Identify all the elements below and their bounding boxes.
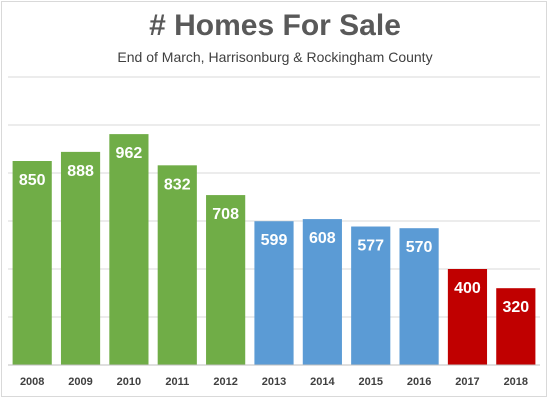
x-tick-2018: 2018 xyxy=(504,376,528,388)
x-tick-2017: 2017 xyxy=(455,376,479,388)
x-tick-2011: 2011 xyxy=(165,376,189,388)
data-label-2008: 850 xyxy=(19,172,46,189)
data-label-2014: 608 xyxy=(309,230,336,247)
data-labels: 850 888 962 832 708 599 608 577 570 400 320 xyxy=(19,145,529,316)
bar-2014 xyxy=(302,219,342,365)
bar-2015 xyxy=(351,226,391,365)
x-tick-labels: 2008 2009 2010 2011 2012 2013 2014 2015 2016 2017… xyxy=(20,376,528,388)
x-tick-2013: 2013 xyxy=(262,376,286,388)
x-tick-2015: 2015 xyxy=(358,376,382,388)
bar-2010 xyxy=(109,134,149,365)
x-tick-2012: 2012 xyxy=(213,376,237,388)
bar-2013 xyxy=(254,221,294,365)
bars xyxy=(12,134,536,365)
data-label-2012: 708 xyxy=(212,206,239,223)
bar-2016 xyxy=(399,228,439,365)
chart-title: # Homes For Sale xyxy=(149,9,401,42)
bar-2018 xyxy=(496,288,536,365)
bar-2017 xyxy=(447,269,488,365)
x-tick-2016: 2016 xyxy=(407,376,431,388)
data-label-2016: 570 xyxy=(406,239,433,256)
x-tick-2014: 2014 xyxy=(310,376,335,388)
bar-2011 xyxy=(157,165,197,365)
x-tick-2009: 2009 xyxy=(68,376,92,388)
bar-2009 xyxy=(60,151,101,365)
bar-2012 xyxy=(206,195,246,365)
x-tick-2010: 2010 xyxy=(117,376,141,388)
data-label-2018: 320 xyxy=(502,299,529,316)
bar-2008 xyxy=(12,161,52,365)
data-label-2013: 599 xyxy=(261,232,288,249)
data-label-2015: 577 xyxy=(357,238,384,255)
chart-subtitle: End of March, Harrisonburg & Rockingham … xyxy=(117,49,433,65)
data-label-2017: 400 xyxy=(454,280,481,297)
x-tick-2008: 2008 xyxy=(20,376,44,388)
data-label-2011: 832 xyxy=(164,176,191,193)
data-label-2010: 962 xyxy=(116,145,143,162)
data-label-2009: 888 xyxy=(67,163,94,180)
